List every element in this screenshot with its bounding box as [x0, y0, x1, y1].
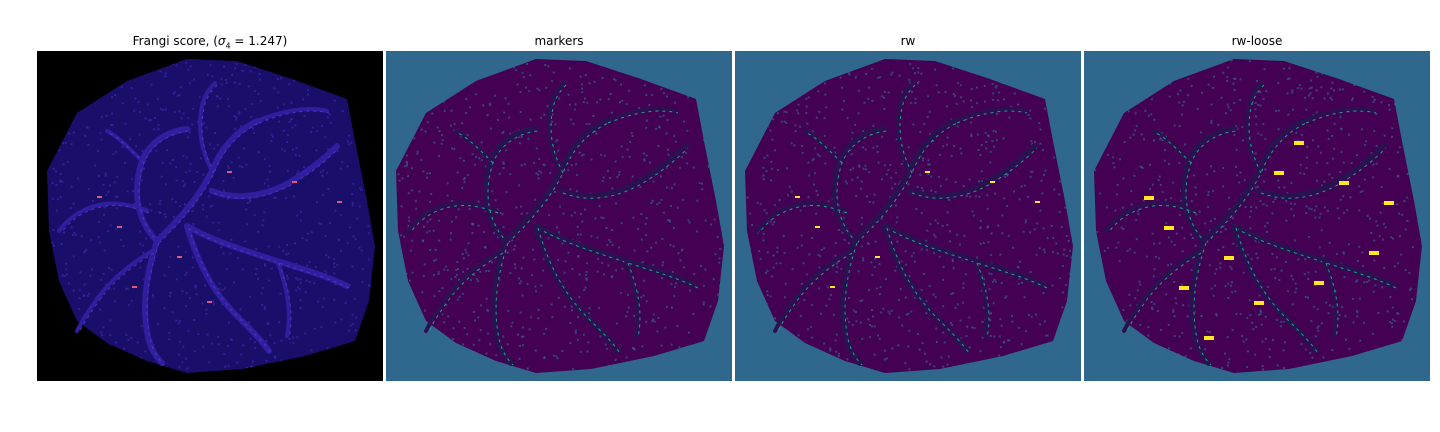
markers-image-svg: [386, 51, 732, 381]
highlight-mark: [132, 286, 137, 288]
frangi-title-prefix: Frangi score, (: [133, 34, 218, 48]
frangi-title: Frangi score, (σ4 = 1.247): [37, 32, 383, 50]
frangi-panel: Frangi score, (σ4 = 1.247): [37, 32, 383, 50]
rw-loose-image: [1084, 51, 1430, 381]
highlight-mark: [337, 201, 342, 203]
frangi-image: [37, 51, 383, 381]
highlight-mark: [1294, 141, 1304, 145]
highlight-mark: [1254, 301, 1264, 305]
highlight-mark: [1274, 171, 1284, 175]
highlight-mark: [1164, 226, 1174, 230]
highlight-mark: [1144, 196, 1154, 200]
frangi-title-sigma: σ: [218, 34, 226, 48]
highlight-mark: [815, 226, 820, 228]
highlight-mark: [292, 181, 297, 183]
highlight-mark: [925, 171, 930, 173]
rw-loose-panel: rw-loose: [1084, 32, 1430, 50]
highlight-mark: [207, 301, 212, 303]
tissue-region: [745, 59, 1073, 373]
highlight-mark: [117, 226, 122, 228]
rw-title: rw: [735, 32, 1081, 50]
highlight-mark: [1384, 201, 1394, 205]
highlight-mark: [990, 181, 995, 183]
rw-loose-image-svg: [1084, 51, 1430, 381]
highlight-mark: [177, 256, 182, 258]
highlight-mark: [830, 286, 835, 288]
rw-image: [735, 51, 1081, 381]
highlight-mark: [1369, 251, 1379, 255]
highlight-mark: [795, 196, 800, 198]
rw-loose-title: rw-loose: [1084, 32, 1430, 50]
tissue-region: [1094, 59, 1422, 373]
highlight-mark: [1314, 281, 1324, 285]
markers-title: markers: [386, 32, 732, 50]
highlight-mark: [1224, 256, 1234, 260]
rw-panel: rw: [735, 32, 1081, 50]
markers-image: [386, 51, 732, 381]
frangi-title-suffix: = 1.247): [231, 34, 288, 48]
tissue-region: [396, 59, 724, 373]
highlight-mark: [1179, 286, 1189, 290]
highlight-mark: [1204, 336, 1214, 340]
highlight-mark: [1035, 201, 1040, 203]
tissue-region: [47, 59, 375, 373]
frangi-image-svg: [37, 51, 383, 381]
highlight-mark: [227, 171, 232, 173]
highlight-mark: [875, 256, 880, 258]
markers-panel: markers: [386, 32, 732, 50]
highlight-mark: [97, 196, 102, 198]
highlight-mark: [1339, 181, 1349, 185]
rw-image-svg: [735, 51, 1081, 381]
